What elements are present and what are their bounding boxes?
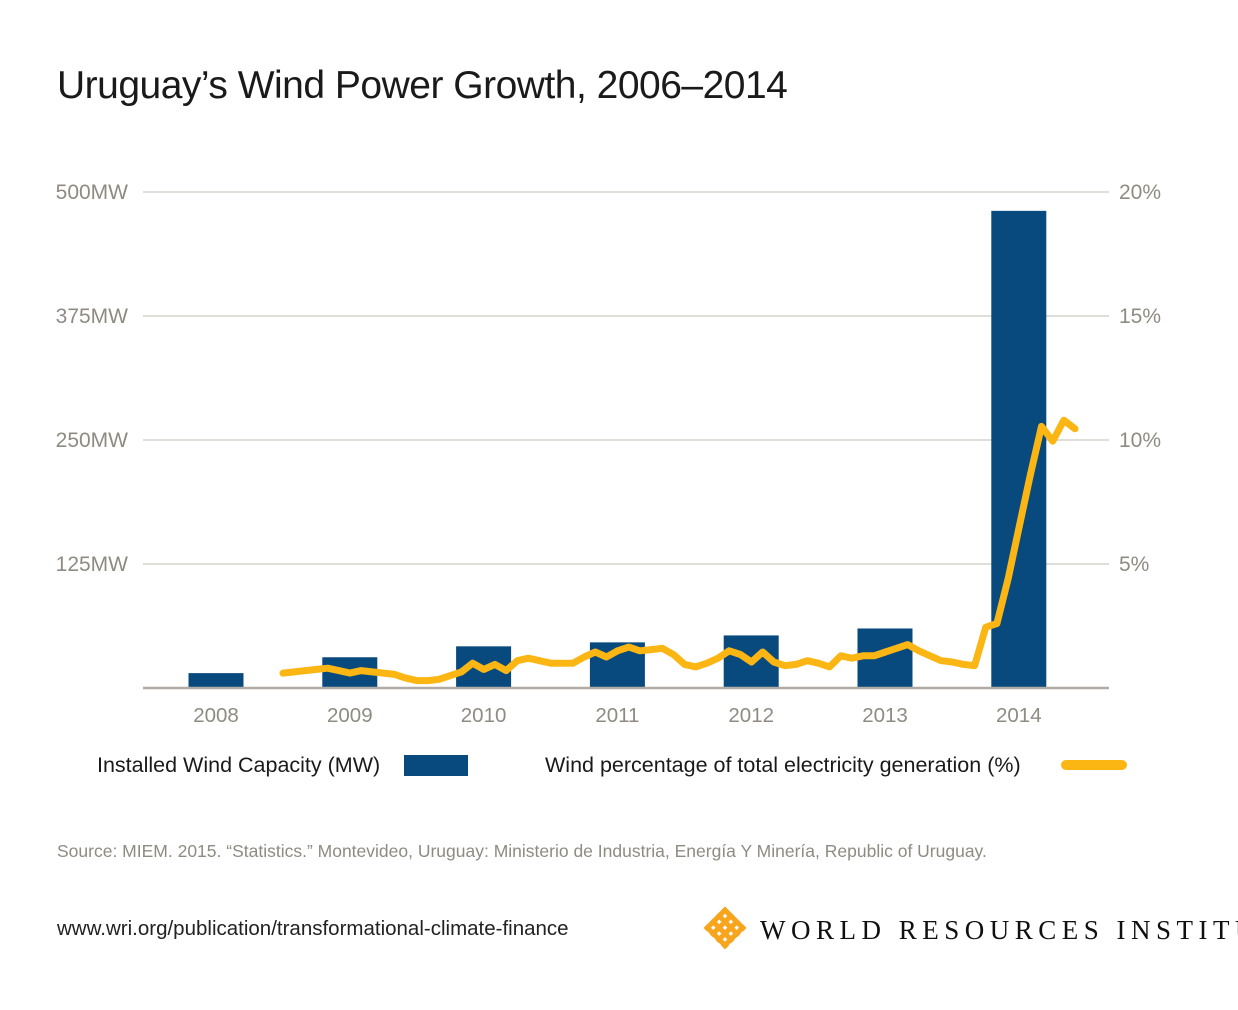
x-axis-year-label: 2012	[728, 704, 774, 727]
source-citation: Source: MIEM. 2015. “Statistics.” Montev…	[57, 841, 987, 861]
right-axis-tick-label: 10%	[1119, 429, 1161, 452]
wind-power-combo-chart: 500MW 20% 375MW 15% 250MW 10% 125MW 5% 2008 2009 2…	[56, 181, 1161, 727]
left-axis-tick-label: 250MW	[56, 429, 129, 452]
wind-percentage-line	[279, 416, 1079, 685]
x-axis-year-label: 2009	[327, 704, 373, 727]
legend-line-swatch-icon	[1060, 760, 1127, 770]
left-axis-tick-label: 125MW	[56, 553, 129, 576]
wri-weave-diamond-icon	[703, 906, 747, 950]
legend-bar-swatch-icon	[404, 754, 469, 776]
legend-label-wind-percentage: Wind percentage of total electricity gen…	[545, 752, 1021, 777]
x-axis-year-label: 2010	[461, 704, 507, 727]
publication-url: www.wri.org/publication/transformational…	[57, 917, 569, 940]
x-axis-year-label: 2013	[862, 704, 908, 727]
x-axis-year-label: 2008	[193, 704, 239, 727]
right-axis-tick-label: 15%	[1119, 305, 1161, 328]
right-axis-tick-label: 20%	[1119, 181, 1161, 204]
legend-item-wind-percentage: Wind percentage of total electricity gen…	[545, 748, 1127, 782]
legend-label-installed-capacity: Installed Wind Capacity (MW)	[97, 752, 381, 777]
right-axis-tick-label: 5%	[1119, 553, 1149, 576]
chart-title: Uruguay’s Wind Power Growth, 2006–2014	[57, 64, 788, 107]
legend: Installed Wind Capacity (MW) Wind percen…	[0, 748, 1238, 782]
left-axis-tick-label: 375MW	[56, 305, 129, 328]
x-axis-year-label: 2014	[996, 704, 1042, 727]
legend-item-installed-capacity: Installed Wind Capacity (MW)	[97, 748, 469, 782]
wri-logo-text: WORLD RESOURCES INSTITUTE	[760, 914, 1238, 945]
left-axis-tick-label: 500MW	[56, 181, 129, 204]
capacity-bar	[188, 673, 244, 688]
wri-logo: WORLD RESOURCES INSTITUTE	[702, 904, 1238, 952]
x-axis-year-label: 2011	[595, 704, 639, 727]
